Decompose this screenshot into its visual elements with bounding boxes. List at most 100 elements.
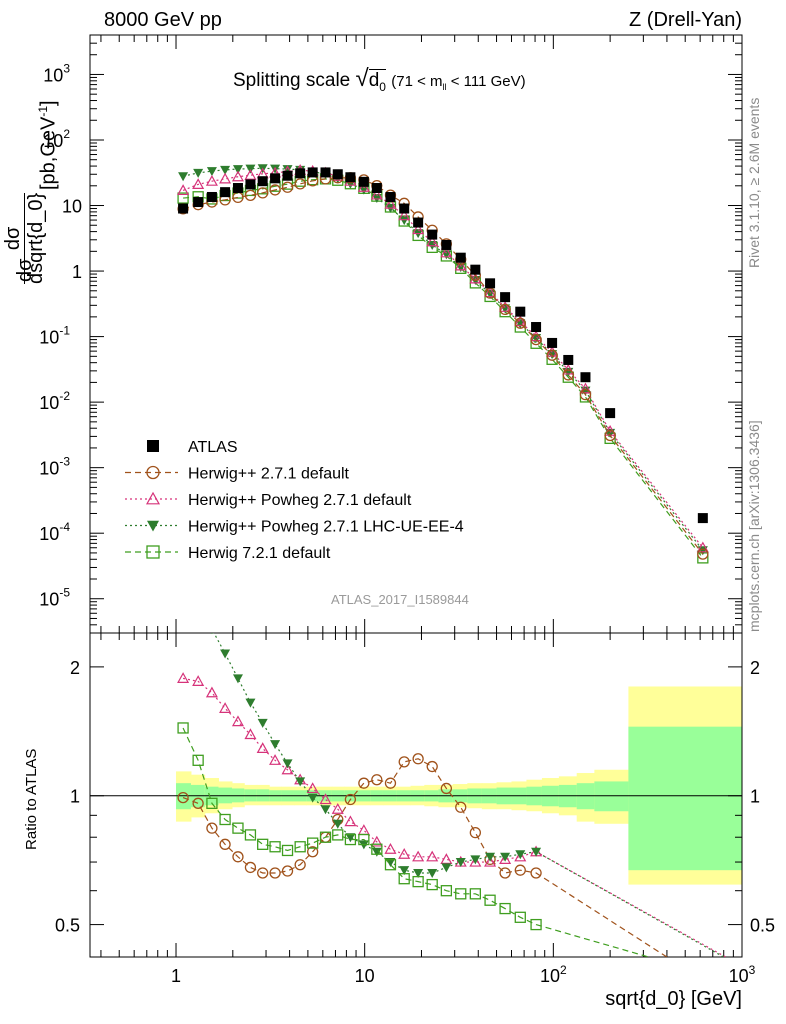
data-point: [177, 184, 190, 196]
data-point: [384, 842, 397, 854]
legend-label: Herwig 7.2.1 default: [188, 545, 331, 562]
legend-label: Herwig++ Powheg 2.7.1 default: [188, 492, 412, 509]
legend-entry-atlas: ATLAS: [147, 439, 238, 456]
data-point: [384, 777, 397, 789]
data-point: [211, 633, 213, 635]
legend-label: Herwig++ 2.7.1 default: [188, 466, 350, 483]
data-point: [579, 389, 592, 401]
data-point: [562, 369, 574, 381]
data-point: [427, 868, 438, 878]
data-point: [371, 774, 383, 786]
y-tick-label: 10-1: [39, 324, 70, 348]
data-point: [426, 760, 438, 773]
x-tick-label: 10: [355, 966, 375, 986]
data-point: [485, 278, 496, 289]
title-sqrt-arg: d0: [368, 69, 386, 94]
data-point: [257, 176, 268, 187]
data-point: [398, 209, 411, 221]
rivet-label: Rivet 3.1.10, ≥ 2.6M events: [746, 97, 762, 268]
data-point: [294, 841, 306, 853]
series-line: [182, 177, 704, 555]
data-point: [332, 829, 344, 841]
ratio-series-herwig7: [177, 722, 649, 957]
y-tick-label: 102: [43, 127, 70, 151]
data-point: [256, 742, 269, 754]
data-point: [320, 167, 331, 178]
data-point: [441, 863, 452, 873]
data-point: [455, 888, 467, 900]
legend: ATLAS Herwig++ 2.7.1 default Herwig++ Powh…: [125, 439, 464, 562]
y-axis-label-fraction: dσ dsqrt{d_0}: [2, 192, 48, 284]
data-point: [412, 223, 425, 235]
x-tick-label: 1: [171, 966, 181, 986]
data-point: [219, 702, 232, 713]
data-point: [295, 777, 306, 787]
y-tick-label: 10-5: [39, 586, 70, 610]
data-point: [426, 878, 438, 891]
axes: 1 10 102 10310310210110-110-210-310-410-50.…: [39, 34, 775, 986]
data-point: [146, 545, 160, 559]
data-point: [269, 867, 281, 879]
ratio-series: [177, 604, 727, 957]
data-point: [384, 859, 397, 871]
data-point: [514, 317, 526, 329]
data-point: [270, 164, 281, 174]
data-point: [232, 674, 243, 684]
data-point: [499, 303, 511, 316]
data-point: [282, 165, 293, 175]
ratio-frame: [89, 632, 743, 958]
data-point: [193, 604, 203, 613]
data-point: [531, 847, 542, 857]
legend-label: Herwig++ Powheg 2.7.1 LHC-UE-EE-4: [188, 519, 464, 536]
legend-entry-herwigpp: Herwig++ 2.7.1 default: [125, 466, 350, 483]
data-point: [205, 174, 218, 186]
data-point: [412, 875, 424, 888]
data-point: [193, 197, 204, 208]
data-point: [232, 183, 243, 194]
plot-title: Splitting scale √d0 (71 < mll < 111 GeV): [233, 65, 526, 94]
data-point: [244, 861, 257, 874]
data-point: [398, 848, 411, 859]
sqrt-symbol: √: [355, 65, 369, 92]
data-point: [257, 867, 269, 879]
data-point: [294, 859, 306, 871]
data-point: [145, 491, 161, 505]
data-point: [399, 216, 410, 226]
process-label: Z (Drell-Yan): [629, 9, 742, 31]
data-point: [192, 797, 204, 809]
data-point: [257, 838, 269, 850]
data-point: [399, 866, 410, 876]
data-point: [244, 168, 257, 180]
data-point: [220, 165, 231, 175]
data-point: [500, 852, 511, 862]
data-point: [470, 264, 481, 275]
ratio-y-tick-label: 0.5: [55, 916, 80, 936]
data-point: [206, 167, 217, 177]
data-point: [219, 838, 231, 850]
data-point: [147, 520, 159, 532]
y-axis-unit: [pb,GeV-1]: [36, 100, 60, 190]
data-point: [440, 246, 453, 258]
ratio-band-group: [176, 686, 742, 885]
data-point: [192, 178, 205, 190]
data-point: [281, 865, 294, 877]
data-point: [485, 852, 496, 862]
data-point: [231, 170, 244, 182]
data-point: [345, 833, 356, 843]
ratio-series-herwigpp: [177, 753, 668, 957]
data-point: [499, 853, 512, 865]
ratio-y-tick-label: 1: [70, 787, 80, 807]
data-point: [546, 349, 558, 361]
data-point: [398, 873, 410, 885]
data-point: [306, 782, 319, 794]
data-point: [484, 286, 497, 298]
data-point: [370, 188, 383, 200]
y-tick-label: 10-2: [39, 389, 70, 413]
title-main: Splitting scale: [233, 70, 351, 91]
data-point: [440, 885, 453, 897]
data-point: [206, 797, 218, 809]
data-point: [426, 235, 439, 247]
data-point: [385, 191, 396, 202]
y-tick-label: 103: [43, 61, 70, 85]
